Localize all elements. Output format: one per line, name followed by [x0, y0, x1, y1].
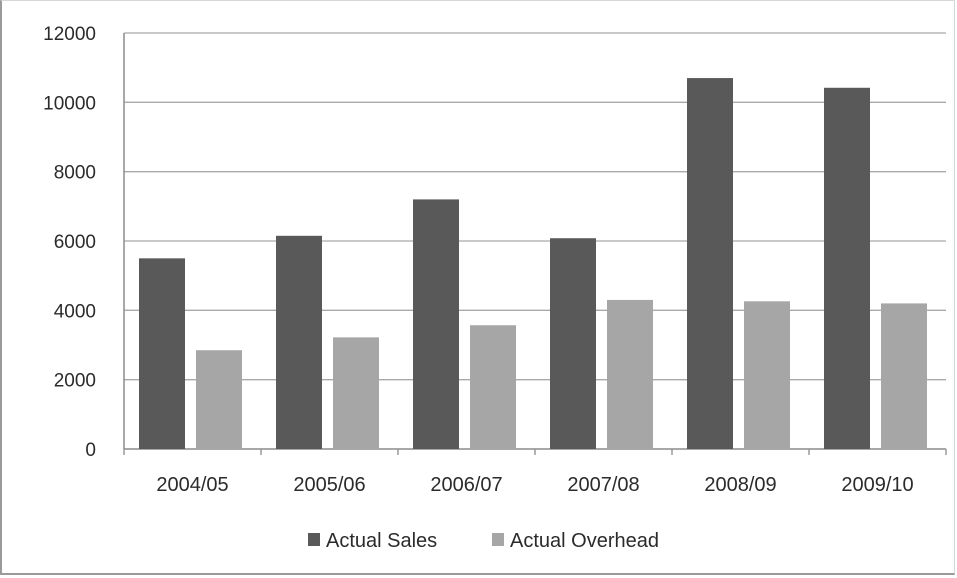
- x-tick-label: 2007/08: [567, 474, 639, 496]
- bar-actual-sales: [276, 235, 322, 449]
- bar-actual-overhead: [333, 337, 379, 449]
- y-tick-label: 0: [85, 440, 96, 461]
- x-tick-label: 2006/07: [430, 474, 502, 496]
- bar-actual-overhead: [607, 299, 653, 449]
- y-tick-label: 8000: [54, 163, 96, 184]
- y-tick-label: 4000: [54, 301, 96, 322]
- x-tick-labels: 2004/05 2005/06 2006/07 2007/08 2008/09 2009/…: [156, 474, 913, 496]
- y-tick-label: 6000: [54, 232, 96, 253]
- bars: [139, 78, 927, 450]
- legend-label: Actual Overhead: [510, 530, 659, 552]
- bar-actual-overhead: [470, 325, 516, 449]
- y-tick-label: 12000: [43, 24, 96, 45]
- x-tick-label: 2005/06: [293, 474, 365, 496]
- bar-actual-overhead: [881, 303, 927, 449]
- legend-label: Actual Sales: [326, 530, 437, 552]
- legend-swatch: [492, 533, 504, 546]
- x-tick-label: 2004/05: [156, 474, 228, 496]
- bar-actual-overhead: [196, 350, 242, 449]
- bar-actual-sales: [139, 258, 185, 449]
- y-tick-labels: 0 2000 4000 6000 8000 10000 12000: [43, 24, 96, 461]
- y-tick-label: 10000: [43, 93, 96, 114]
- bar-actual-sales: [550, 238, 596, 449]
- bar-actual-sales: [413, 199, 459, 449]
- gridlines: [124, 32, 946, 381]
- axes: [123, 33, 947, 455]
- legend: Actual Sales Actual Overhead: [308, 530, 659, 552]
- y-tick-label: 2000: [54, 371, 96, 392]
- x-tick-label: 2008/09: [704, 474, 776, 496]
- bar-actual-overhead: [744, 301, 790, 449]
- bar-actual-sales: [824, 87, 870, 450]
- legend-swatch: [308, 533, 320, 546]
- x-tick-label: 2009/10: [841, 474, 913, 496]
- bar-actual-sales: [687, 78, 733, 450]
